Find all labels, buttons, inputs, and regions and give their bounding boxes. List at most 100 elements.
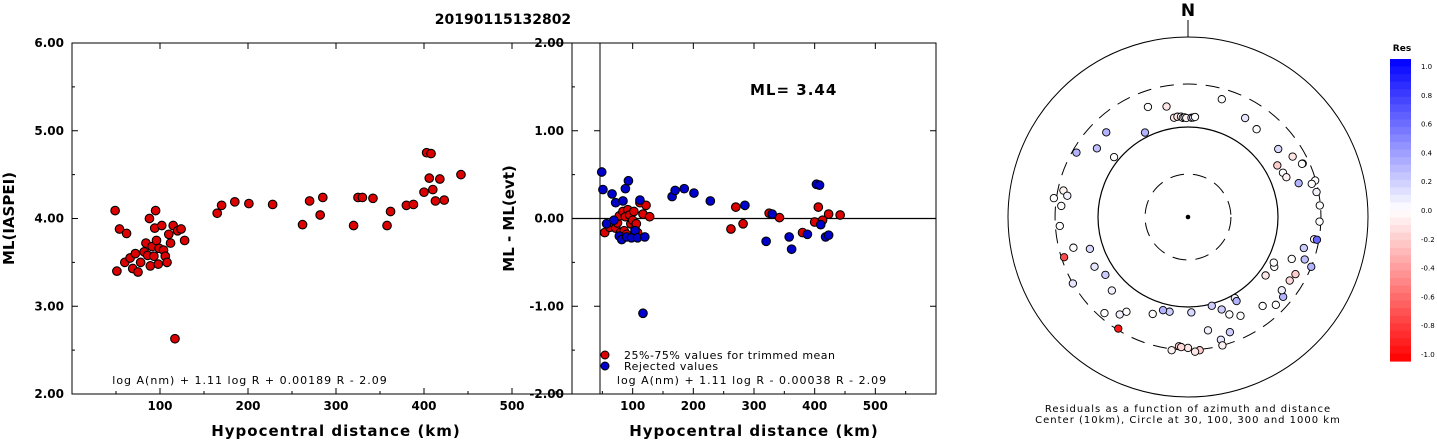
colorbar-segment — [1390, 172, 1411, 181]
station-residual-point — [1225, 310, 1234, 319]
data-point — [784, 232, 795, 242]
colorbar-segment — [1390, 119, 1411, 128]
station-residual-point — [1291, 269, 1300, 279]
station-residual-point — [1069, 243, 1078, 252]
colorbar-segment — [1390, 240, 1411, 249]
data-point — [112, 266, 122, 277]
x-axis-label: Hypocentral distance (km) — [211, 422, 461, 440]
station-residual-point — [1299, 243, 1308, 253]
data-point — [144, 213, 155, 224]
station-residual-point — [1312, 187, 1321, 197]
data-point — [267, 199, 278, 210]
station-residual-point — [1294, 179, 1303, 188]
station-residual-point — [1090, 262, 1099, 271]
x-tick-label: 200 — [681, 399, 706, 413]
colorbar-segment — [1390, 74, 1411, 83]
data-point — [730, 202, 741, 212]
station-residual-point — [1279, 292, 1288, 301]
colorbar-segment — [1390, 225, 1411, 234]
ml-annotation: ML= 3.44 — [750, 81, 837, 99]
colorbar-segment — [1390, 111, 1411, 120]
ring-30km — [1144, 173, 1232, 261]
colorbar-segment — [1390, 194, 1411, 204]
data-point — [130, 248, 141, 259]
y-tick-label: 2.00 — [34, 387, 64, 401]
data-point — [385, 206, 396, 217]
data-point — [304, 196, 315, 206]
colorbar-segment — [1390, 270, 1411, 279]
data-point — [740, 200, 750, 211]
data-point — [823, 209, 834, 219]
data-point — [761, 236, 771, 247]
colorbar-segment — [1390, 164, 1411, 173]
data-point — [815, 219, 826, 230]
colorbar-tick-label: -0.6 — [1421, 293, 1435, 301]
y-tick-label: 1.00 — [534, 124, 564, 138]
y-tick-label: 0.00 — [534, 212, 564, 226]
colorbar-segment — [1390, 126, 1411, 136]
station-residual-point — [1307, 262, 1316, 271]
station-residual-point — [1101, 270, 1110, 279]
data-point — [786, 244, 797, 255]
station-residual-point — [1167, 346, 1176, 355]
data-point — [212, 208, 223, 219]
data-point — [156, 220, 167, 231]
colorbar-tick-label: 0.0 — [1421, 207, 1432, 215]
data-point — [368, 193, 378, 204]
data-point — [813, 202, 824, 212]
colorbar-segment — [1390, 104, 1411, 113]
data-point — [641, 200, 651, 211]
station-residual-point — [1312, 235, 1322, 244]
station-residual-point — [1277, 286, 1286, 295]
colorbar-segment — [1390, 96, 1411, 105]
station-residual-point — [1315, 201, 1324, 210]
colorbar-tick-label: -0.4 — [1421, 265, 1435, 273]
data-point — [424, 173, 435, 183]
station-residual-point — [1072, 148, 1081, 157]
station-residual-point — [1055, 221, 1064, 231]
colorbar-segment — [1390, 323, 1411, 332]
station-residual-point — [1288, 152, 1297, 161]
colorbar-tick-label: -0.8 — [1421, 322, 1435, 330]
data-point — [814, 180, 825, 191]
station-residual-point — [1049, 193, 1059, 203]
data-point — [229, 196, 240, 207]
colorbar-segment — [1390, 202, 1411, 211]
data-point — [357, 192, 368, 203]
data-point — [456, 169, 466, 180]
station-residual-point — [1148, 309, 1157, 319]
data-point — [151, 235, 162, 246]
caption-line-2: Center (10km), Circle at 30, 100, 300 an… — [1035, 415, 1341, 426]
station-residual-point — [1258, 301, 1267, 311]
data-point — [419, 187, 429, 198]
station-residual-point — [1217, 305, 1226, 314]
station-residual-point — [1297, 159, 1307, 168]
x-tick-label: 400 — [411, 399, 436, 413]
data-point — [644, 211, 655, 222]
data-point — [426, 148, 436, 159]
data-point — [317, 192, 328, 203]
data-point — [176, 224, 186, 234]
station-residual-point — [1162, 102, 1171, 111]
station-residual-point — [1273, 161, 1282, 170]
station-residual-point — [1059, 253, 1069, 262]
station-residual-point — [1207, 301, 1216, 310]
data-point — [315, 210, 326, 220]
colorbar-segment — [1390, 315, 1411, 324]
x-tick-label: 200 — [235, 399, 260, 413]
data-point — [679, 183, 690, 194]
data-point — [121, 228, 132, 239]
colorbar-segment — [1390, 59, 1411, 68]
station-residual-point — [1057, 201, 1066, 211]
colorbar-segment — [1390, 187, 1411, 196]
colorbar-segment — [1390, 210, 1411, 219]
data-point — [726, 224, 736, 234]
station-residual-point — [1085, 244, 1095, 254]
station-residual-point — [1114, 324, 1123, 333]
station-residual-point — [1218, 341, 1227, 350]
colorbar-segment — [1390, 81, 1411, 90]
station-residual-point — [1140, 128, 1150, 137]
station-residual-point — [1271, 300, 1280, 309]
data-point — [135, 257, 146, 268]
